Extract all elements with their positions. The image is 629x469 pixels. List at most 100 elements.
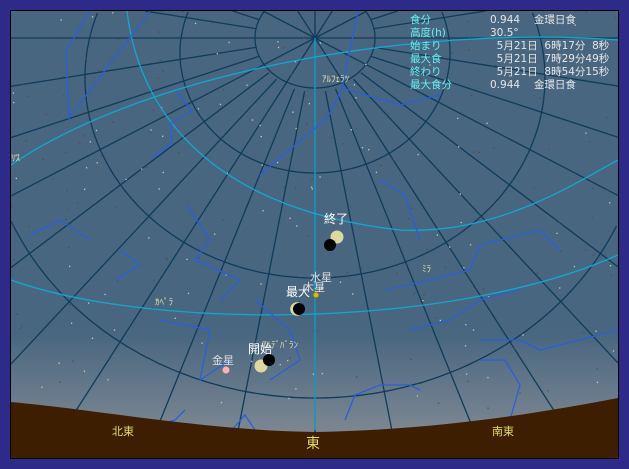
star (21, 325, 23, 327)
star (435, 317, 437, 319)
star (410, 358, 412, 361)
star (303, 37, 305, 39)
star (146, 167, 148, 169)
star (148, 237, 150, 239)
star (117, 39, 120, 41)
star (83, 112, 85, 114)
star (474, 208, 477, 210)
grid-meridian (373, 46, 618, 87)
star (85, 58, 88, 60)
star (560, 250, 562, 252)
star (465, 373, 468, 375)
star (100, 155, 103, 157)
star (595, 330, 597, 332)
star (290, 73, 293, 75)
star (61, 38, 63, 40)
star (294, 187, 297, 189)
star (585, 11, 588, 14)
star (405, 65, 408, 67)
star (330, 136, 332, 139)
star (408, 41, 411, 43)
star (98, 69, 100, 72)
star (222, 89, 225, 91)
star (255, 340, 257, 342)
star (158, 188, 160, 190)
grid-meridian (144, 11, 257, 30)
star (463, 267, 465, 269)
star (513, 82, 515, 84)
star (91, 16, 94, 18)
star (591, 216, 593, 219)
info-label: 最大食 (410, 53, 442, 65)
mercury-label: 水星 (310, 271, 332, 284)
star (83, 135, 85, 137)
star (396, 272, 398, 275)
star-label-partial: ﾘｽ (11, 154, 21, 164)
star (260, 135, 262, 138)
info-label: 食分 (410, 14, 431, 26)
star (279, 363, 281, 366)
ecliptic-lines (11, 11, 618, 430)
star (413, 292, 416, 295)
star (365, 63, 367, 66)
moon-disk (324, 239, 336, 251)
star (352, 293, 354, 295)
star (25, 140, 27, 142)
mercury-marker[interactable] (320, 286, 324, 290)
star (288, 397, 290, 400)
eclipse-start-marker[interactable] (254, 354, 276, 373)
star (151, 306, 154, 309)
star (197, 108, 200, 110)
star (533, 187, 535, 189)
star (350, 129, 352, 131)
venus-marker[interactable] (222, 366, 230, 374)
star (219, 103, 222, 106)
star (228, 41, 230, 44)
star (472, 329, 475, 331)
jupiter-marker[interactable] (312, 291, 320, 299)
star (536, 272, 538, 275)
star-field (11, 11, 617, 409)
moon-disk (263, 354, 275, 366)
star (355, 127, 357, 130)
star (588, 140, 591, 143)
eclipse-start-label: 開始 (248, 342, 273, 356)
star (162, 135, 164, 137)
grid-meridian (314, 37, 585, 458)
star (548, 148, 550, 151)
grid-meridian (373, 11, 486, 30)
star (162, 70, 164, 72)
star (141, 168, 143, 170)
star (84, 188, 86, 190)
star (559, 287, 561, 289)
star (606, 116, 608, 119)
star (439, 319, 441, 322)
grid-parallel (84, 12, 546, 279)
star (478, 151, 480, 153)
star (513, 348, 515, 350)
star (62, 76, 64, 78)
star (573, 265, 576, 268)
star (27, 96, 29, 98)
star (547, 390, 549, 392)
grid-parallel (11, 221, 618, 399)
star (513, 78, 515, 80)
grid-parallel (179, 11, 451, 174)
info-row-max: 最大食 5月21日 7時29分49秒 (410, 53, 620, 66)
star (15, 154, 17, 157)
eclipse-max-marker[interactable] (290, 302, 305, 316)
info-row-magnitude: 食分 0.944 金環日食 (410, 14, 620, 27)
star (308, 102, 311, 105)
star (599, 44, 601, 46)
star (310, 186, 313, 188)
star (68, 246, 70, 249)
star (417, 153, 419, 156)
star (422, 299, 424, 302)
star (436, 234, 439, 236)
eclipse-end-marker[interactable] (324, 230, 344, 252)
grid-meridian (324, 91, 398, 458)
star (417, 123, 419, 125)
star (312, 373, 315, 375)
star (276, 161, 279, 164)
